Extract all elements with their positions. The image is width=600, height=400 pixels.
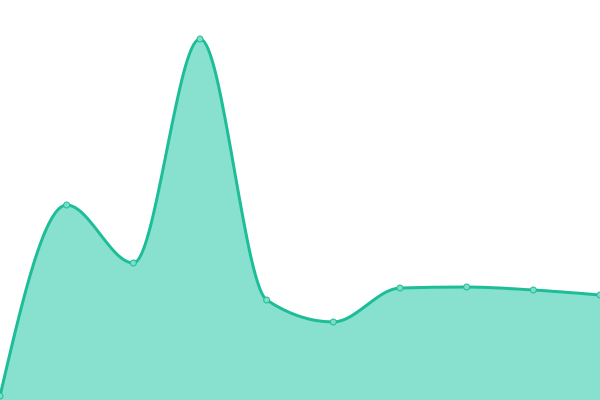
data-point xyxy=(129,259,137,267)
data-point xyxy=(463,283,471,291)
data-point xyxy=(263,296,271,304)
data-point xyxy=(596,291,600,299)
area-fill xyxy=(0,39,600,400)
data-points xyxy=(0,35,600,400)
data-point xyxy=(63,201,71,209)
data-point xyxy=(196,35,204,43)
data-point xyxy=(396,284,404,292)
data-point xyxy=(0,392,4,400)
data-point xyxy=(329,318,337,326)
data-point xyxy=(529,286,537,294)
